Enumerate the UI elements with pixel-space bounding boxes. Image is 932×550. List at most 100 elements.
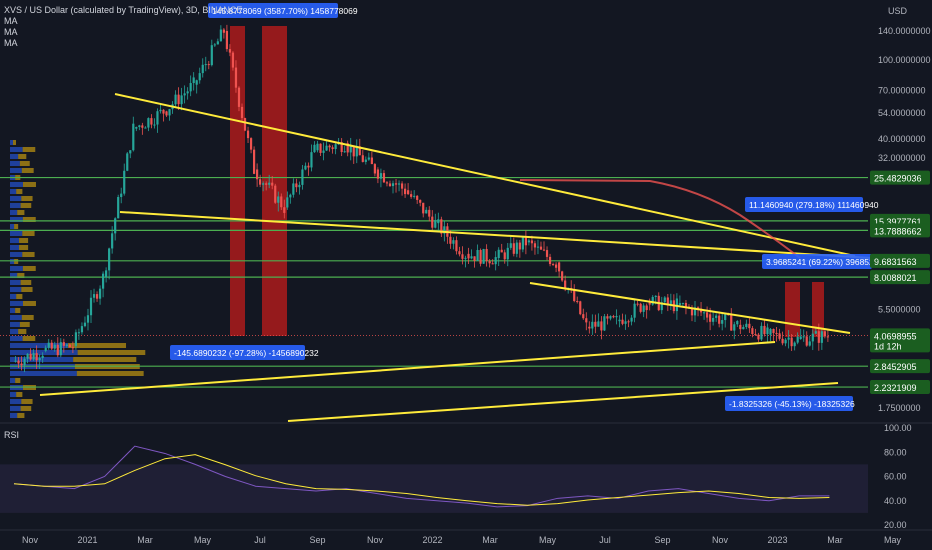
volume-profile-bar bbox=[22, 266, 36, 271]
candle-body bbox=[252, 149, 256, 174]
candle-body bbox=[709, 314, 712, 322]
volume-profile-bar bbox=[10, 392, 17, 397]
candle-body bbox=[17, 360, 20, 364]
candle-body bbox=[29, 353, 32, 360]
candle-body bbox=[168, 109, 171, 116]
candle-body bbox=[216, 41, 219, 45]
volume-profile-bar bbox=[14, 224, 19, 229]
candle-body bbox=[422, 202, 425, 214]
candle-body bbox=[180, 95, 183, 105]
candle-body bbox=[823, 331, 826, 337]
candle-body bbox=[545, 250, 549, 257]
candle-body bbox=[346, 143, 349, 153]
candle-body bbox=[660, 302, 663, 311]
candle-body bbox=[760, 325, 763, 340]
volume-profile-bar bbox=[21, 399, 33, 404]
candle-body bbox=[799, 336, 802, 340]
volume-profile-bar bbox=[10, 182, 23, 187]
candle-body bbox=[521, 237, 524, 250]
candle-body bbox=[645, 305, 648, 311]
candle-body bbox=[334, 144, 337, 150]
volume-profile-bar bbox=[15, 378, 21, 383]
measure-tag bbox=[170, 345, 305, 360]
horizontal-levels bbox=[0, 176, 868, 388]
rsi-band bbox=[0, 464, 868, 513]
candle-body bbox=[476, 249, 479, 261]
candle-body bbox=[461, 254, 464, 259]
candle-body bbox=[234, 67, 238, 88]
candle-body bbox=[636, 303, 639, 305]
candle-body bbox=[80, 326, 84, 333]
time-tick-label: Sep bbox=[309, 535, 325, 545]
candle-body bbox=[443, 226, 446, 234]
candle-body bbox=[237, 87, 241, 107]
volume-profile-bar bbox=[10, 280, 21, 285]
ma-label-1[interactable]: MA bbox=[4, 16, 18, 26]
symbol-title[interactable]: XVS / US Dollar (calculated by TradingVi… bbox=[4, 5, 243, 15]
candle-body bbox=[654, 295, 657, 297]
candle-body bbox=[790, 337, 793, 347]
candle-body bbox=[376, 169, 380, 179]
candle-body bbox=[805, 336, 808, 346]
candle-body bbox=[473, 256, 476, 261]
candle-body bbox=[144, 127, 147, 129]
candle-body bbox=[207, 64, 210, 66]
rsi-ma-line bbox=[13, 454, 830, 506]
candle-body bbox=[319, 143, 322, 153]
price-tick-label: 54.0000000 bbox=[878, 108, 926, 118]
candle-body bbox=[382, 173, 386, 183]
volume-profile-bar bbox=[10, 266, 23, 271]
candle-body bbox=[509, 243, 512, 248]
ma-label-2[interactable]: MA bbox=[4, 27, 18, 37]
candle-body bbox=[597, 321, 600, 327]
candle-body bbox=[751, 328, 754, 335]
candle-body bbox=[479, 249, 482, 264]
candle-body bbox=[77, 332, 81, 334]
ma-label-3[interactable]: MA bbox=[4, 38, 18, 48]
candle-body bbox=[195, 80, 198, 85]
candle-body bbox=[648, 301, 651, 305]
candle-body bbox=[820, 331, 823, 343]
volume-profile-bar bbox=[68, 343, 127, 348]
trendline bbox=[287, 382, 839, 422]
candle-body bbox=[579, 301, 582, 315]
candle-body bbox=[120, 193, 123, 198]
volume-profile-bar bbox=[10, 357, 74, 362]
candle-body bbox=[712, 317, 715, 322]
candle-body bbox=[41, 355, 44, 359]
candle-body bbox=[669, 300, 672, 304]
candle-body bbox=[500, 249, 503, 253]
candle-body bbox=[702, 312, 706, 314]
time-axis[interactable]: Nov 2021 Mar May Jul Sep Nov 2022 Mar May Jul Sep No… bbox=[0, 529, 932, 545]
candle-body bbox=[413, 195, 416, 197]
candle-body bbox=[62, 342, 65, 346]
candle-body bbox=[126, 153, 129, 171]
candle-body bbox=[277, 196, 280, 203]
volume-profile-bar bbox=[14, 259, 19, 264]
candle-body bbox=[639, 303, 642, 312]
volume-profile-bar bbox=[10, 217, 23, 222]
candle-body bbox=[784, 339, 787, 344]
volume-profile-bar bbox=[10, 301, 23, 306]
volume-profile-bar bbox=[10, 371, 77, 376]
candle-body bbox=[44, 347, 47, 351]
rsi-label[interactable]: RSI bbox=[4, 430, 20, 440]
volume-profile-bar bbox=[77, 350, 146, 355]
volume-profile-bar bbox=[22, 231, 35, 236]
candle-body bbox=[86, 315, 90, 323]
candle-body bbox=[403, 188, 407, 195]
candle-body bbox=[434, 220, 437, 228]
candle-body bbox=[83, 322, 87, 327]
candle-body bbox=[111, 233, 114, 249]
candle-body bbox=[138, 125, 141, 128]
volume-profile-bar bbox=[10, 168, 22, 173]
rsi-tick-label: 80.00 bbox=[884, 447, 907, 457]
volume-profile-bar bbox=[10, 196, 22, 201]
candle-body bbox=[588, 326, 591, 329]
volume-profile-bar bbox=[10, 350, 78, 355]
candle-body bbox=[147, 118, 150, 128]
candle-body bbox=[135, 127, 138, 129]
candle-body bbox=[452, 240, 455, 244]
